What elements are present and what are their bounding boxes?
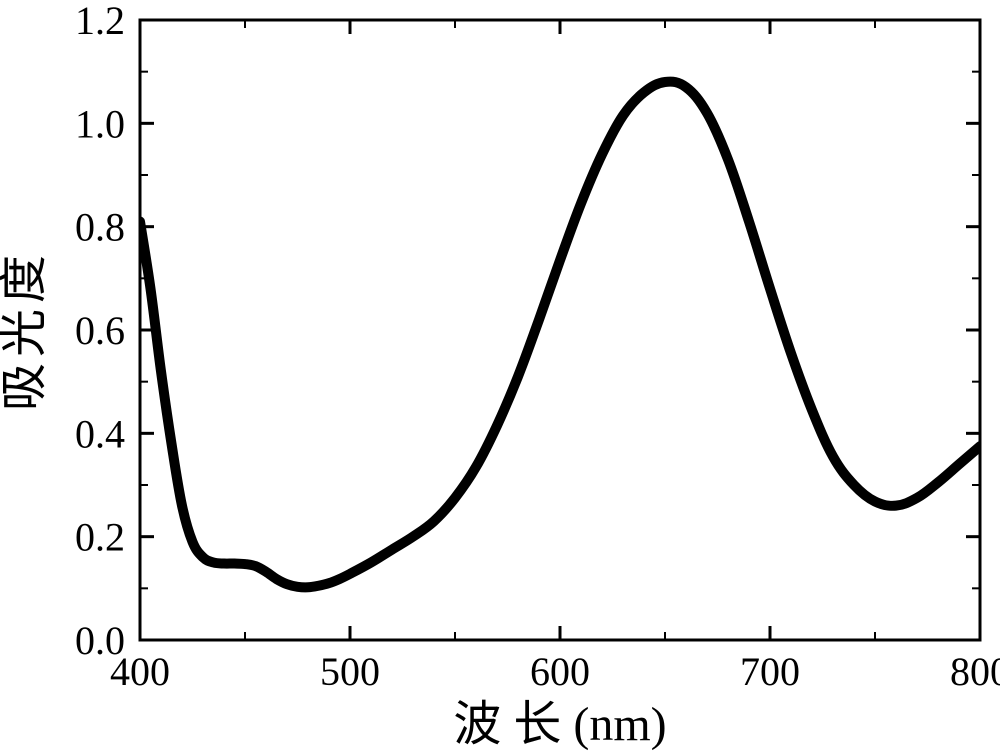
y-tick-label: 0.6: [75, 308, 125, 353]
x-tick-label: 500: [320, 649, 380, 694]
x-tick-label: 600: [530, 649, 590, 694]
y-tick-label: 1.0: [75, 101, 125, 146]
y-tick-label: 0.2: [75, 515, 125, 560]
x-tick-label: 800: [950, 649, 1000, 694]
y-axis-label: 吸光度: [0, 249, 51, 411]
y-tick-label: 1.2: [75, 0, 125, 43]
x-axis-label: 波 长 (nm): [453, 698, 666, 751]
y-tick-label: 0.4: [75, 411, 125, 456]
absorbance-spectrum-chart: 400500600700800 0.00.20.40.60.81.01.2 波 …: [0, 0, 1000, 755]
y-tick-label: 0.8: [75, 205, 125, 250]
x-tick-label: 700: [740, 649, 800, 694]
y-tick-label: 0.0: [75, 618, 125, 663]
series-absorbance: [140, 82, 980, 588]
